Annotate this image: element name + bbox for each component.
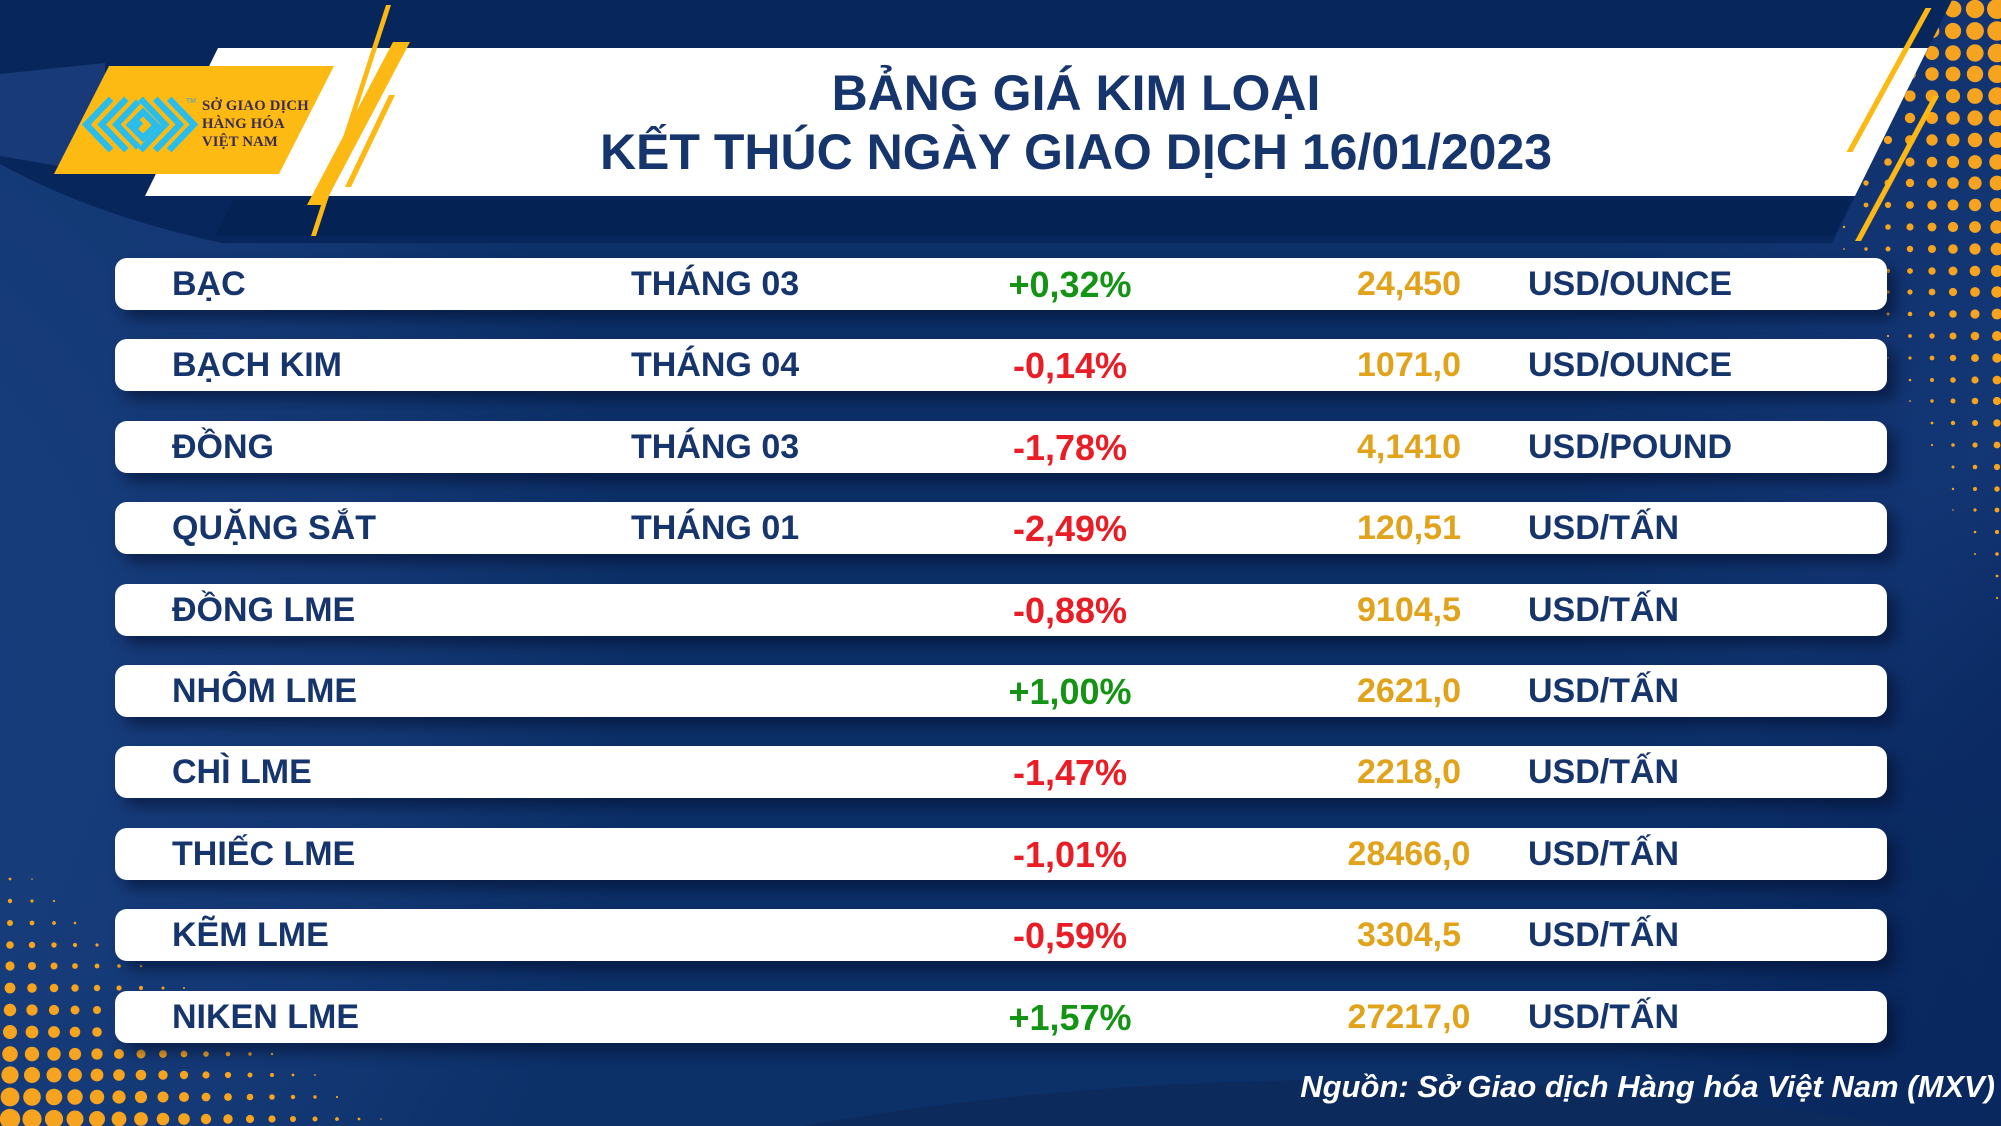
- svg-text:TM: TM: [186, 98, 196, 105]
